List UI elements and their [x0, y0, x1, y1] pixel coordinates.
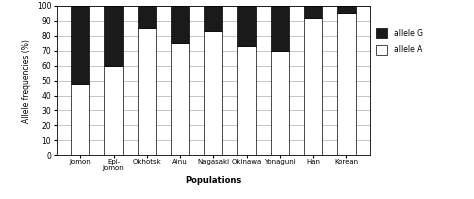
Y-axis label: Allele frequencies (%): Allele frequencies (%) — [22, 39, 31, 123]
Bar — [304, 6, 322, 18]
Bar — [237, 46, 255, 155]
Bar — [304, 18, 322, 155]
Bar — [104, 66, 123, 155]
Bar — [271, 6, 289, 51]
Bar — [104, 6, 123, 66]
Bar — [204, 6, 222, 31]
Bar — [171, 43, 189, 155]
Bar — [137, 28, 156, 155]
Bar — [237, 6, 255, 46]
Bar — [171, 6, 189, 43]
Bar — [337, 6, 356, 14]
Bar — [204, 31, 222, 155]
Bar — [71, 6, 90, 84]
Bar — [337, 14, 356, 155]
Legend: allele G, allele A: allele G, allele A — [376, 28, 422, 55]
Bar — [271, 51, 289, 155]
Bar — [71, 84, 90, 155]
Bar — [137, 6, 156, 28]
X-axis label: Populations: Populations — [185, 177, 241, 185]
